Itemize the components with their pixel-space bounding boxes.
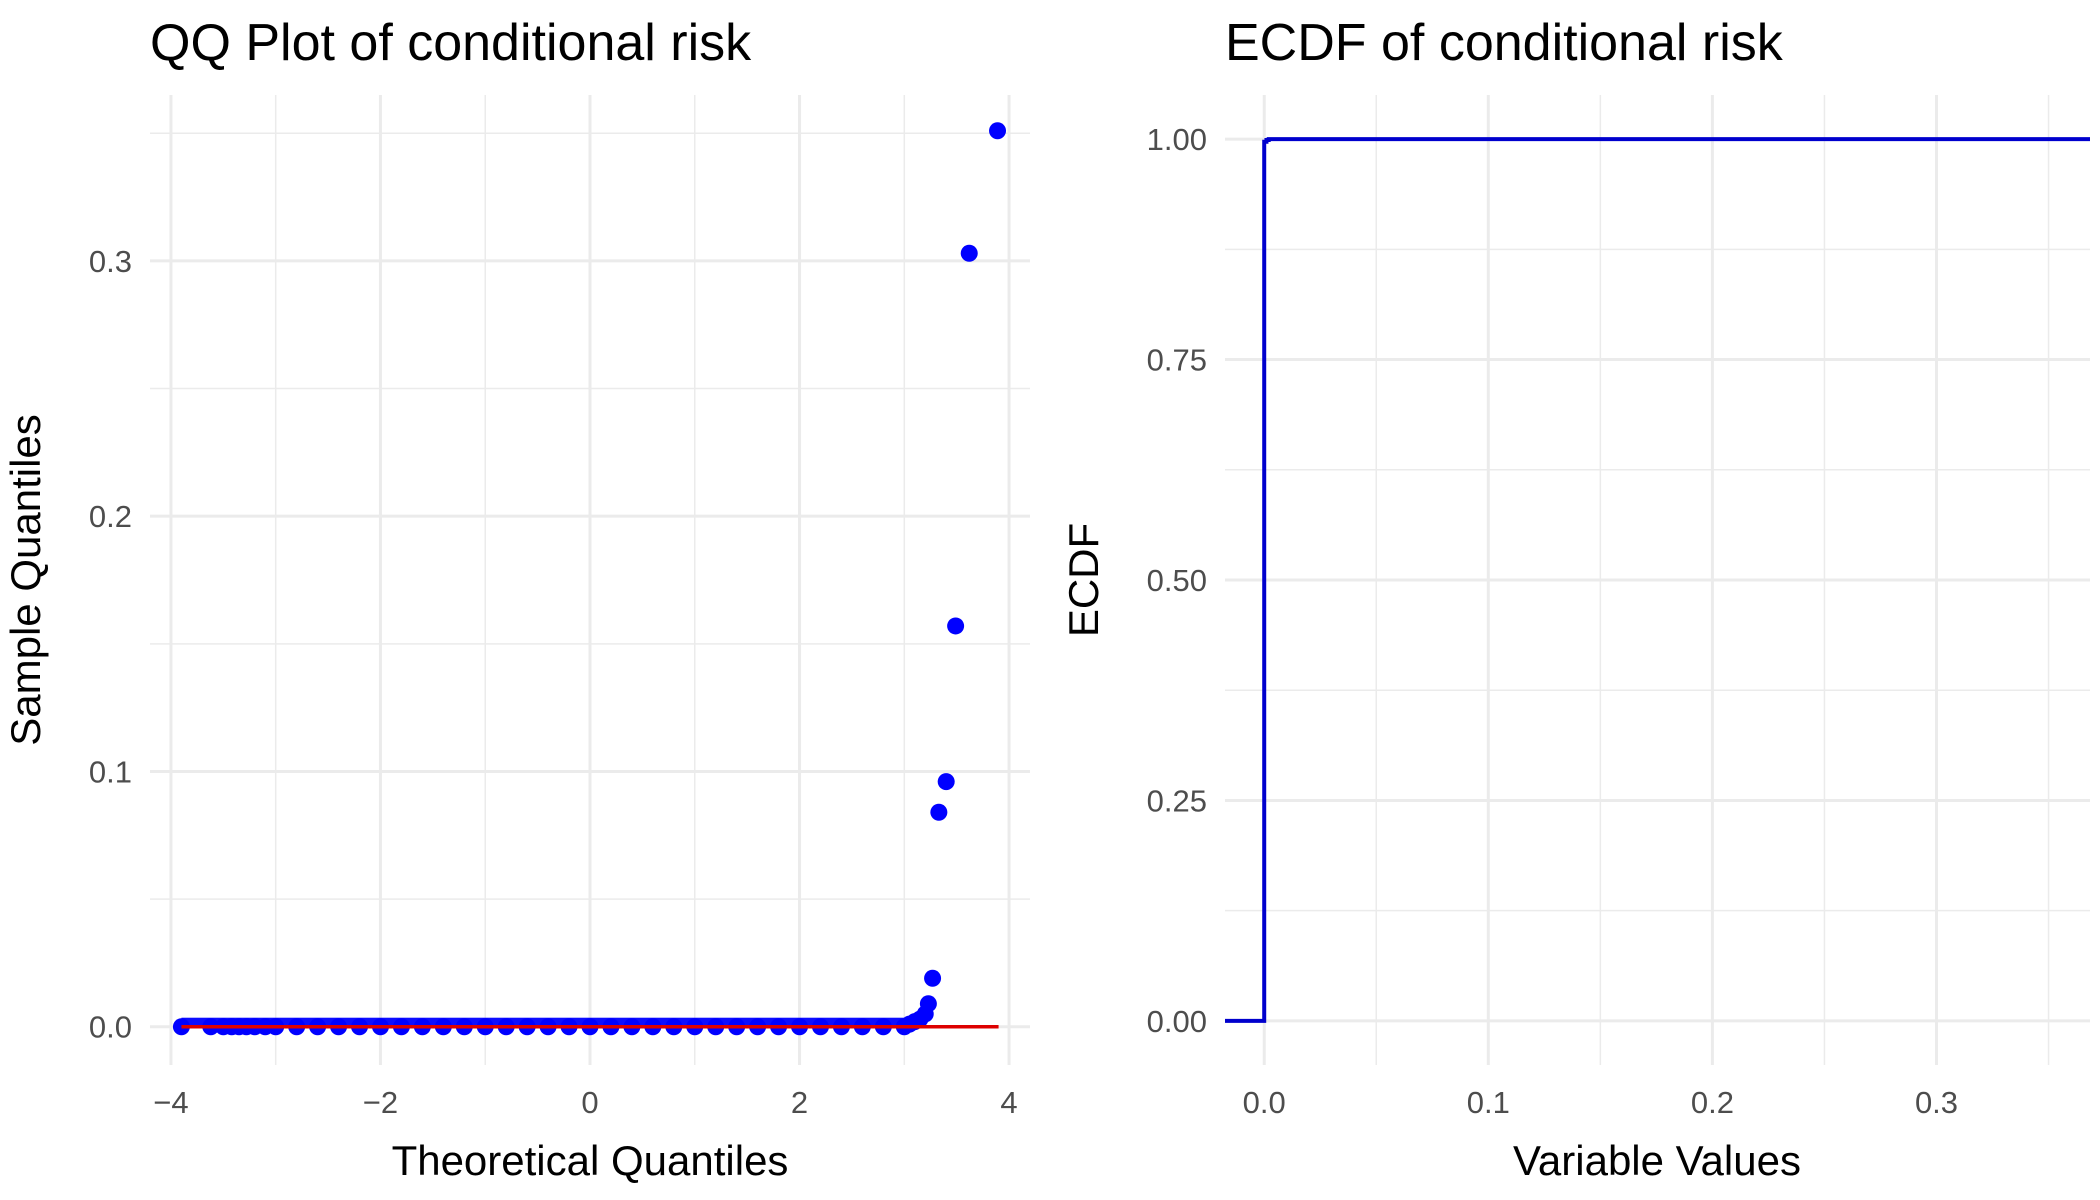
x-tick-label: 0 xyxy=(581,1085,598,1120)
qq-plot-panel: −4 −2 0 2 4 0.0 0.1 0.2 0.3 QQ Plot of conditiona… xyxy=(2,14,1030,1184)
x-tick-label: 2 xyxy=(791,1085,808,1120)
y-tick-label: 0.1 xyxy=(89,754,132,789)
x-axis-title: Variable Values xyxy=(1513,1137,1801,1184)
y-axis-title: ECDF xyxy=(1060,523,1107,637)
x-tick-label: −2 xyxy=(363,1085,398,1120)
data-point xyxy=(947,617,965,635)
data-point xyxy=(960,244,978,262)
x-tick-label: −4 xyxy=(153,1085,188,1120)
y-tick-label: 0.25 xyxy=(1147,783,1207,818)
ecdf-plot-panel: 0.0 0.1 0.2 0.3 0.00 0.25 0.50 0.75 1.00 ECDF of … xyxy=(1060,14,2090,1184)
y-tick-label: 0.00 xyxy=(1147,1004,1207,1039)
chart-title: QQ Plot of conditional risk xyxy=(150,14,752,72)
x-tick-label: 0.0 xyxy=(1243,1085,1286,1120)
x-tick-label: 0.3 xyxy=(1915,1085,1958,1120)
chart-title: ECDF of conditional risk xyxy=(1225,14,1784,72)
x-tick-label: 0.1 xyxy=(1467,1085,1510,1120)
x-tick-label: 4 xyxy=(1000,1085,1017,1120)
x-axis-title: Theoretical Quantiles xyxy=(392,1137,789,1184)
y-tick-label: 0.0 xyxy=(89,1010,132,1045)
x-tick-label: 0.2 xyxy=(1691,1085,1734,1120)
y-tick-label: 0.75 xyxy=(1147,343,1207,378)
y-tick-label: 0.3 xyxy=(89,244,132,279)
y-tick-label: 1.00 xyxy=(1147,122,1207,157)
data-point xyxy=(930,803,948,821)
data-point xyxy=(924,969,942,987)
y-tick-label: 0.50 xyxy=(1147,563,1207,598)
data-point xyxy=(937,773,955,791)
y-axis-title: Sample Quantiles xyxy=(2,414,49,746)
ecdf-step-line xyxy=(1225,137,2090,1023)
data-point xyxy=(919,995,937,1013)
data-point xyxy=(989,122,1007,140)
y-tick-label: 0.2 xyxy=(89,499,132,534)
